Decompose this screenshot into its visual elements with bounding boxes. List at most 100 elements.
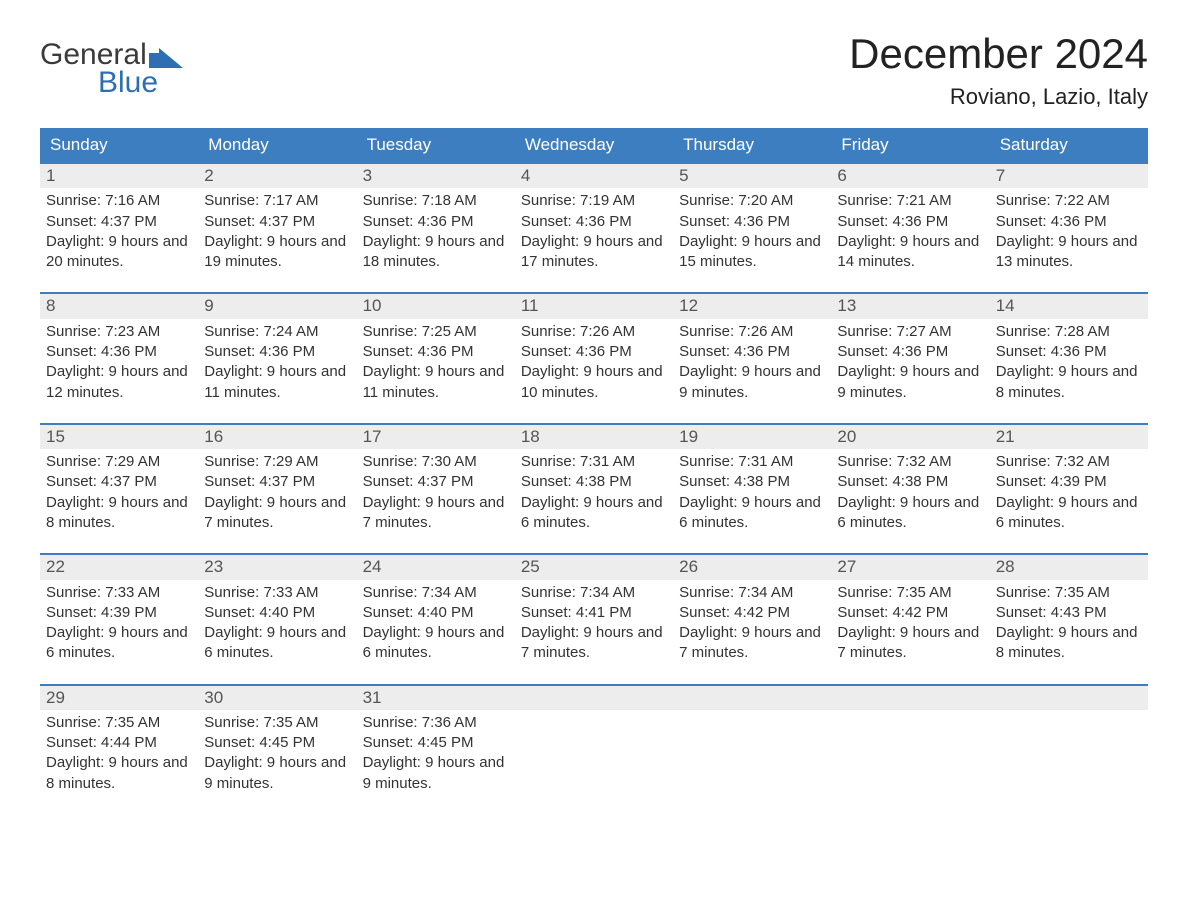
sunset-line: Sunset: 4:40 PM: [204, 603, 350, 623]
sunrise-line: Sunrise: 7:26 AM: [521, 322, 667, 342]
daylight-line: Daylight: 9 hours and 6 minutes.: [521, 493, 667, 534]
day-cell: 2Sunrise: 7:17 AMSunset: 4:37 PMDaylight…: [198, 162, 356, 278]
dow-cell: Thursday: [673, 128, 831, 162]
day-number: 13: [831, 292, 989, 318]
sunset-line: Sunset: 4:36 PM: [837, 342, 983, 362]
day-cell: 27Sunrise: 7:35 AMSunset: 4:42 PMDayligh…: [831, 553, 989, 669]
day-body: Sunrise: 7:29 AMSunset: 4:37 PMDaylight:…: [40, 449, 198, 539]
sunset-line: Sunset: 4:45 PM: [204, 733, 350, 753]
sunrise-line: Sunrise: 7:29 AM: [46, 452, 192, 472]
day-body: Sunrise: 7:26 AMSunset: 4:36 PMDaylight:…: [515, 319, 673, 409]
sunset-line: Sunset: 4:38 PM: [521, 472, 667, 492]
day-cell: 4Sunrise: 7:19 AMSunset: 4:36 PMDaylight…: [515, 162, 673, 278]
day-cell: 22Sunrise: 7:33 AMSunset: 4:39 PMDayligh…: [40, 553, 198, 669]
sunrise-line: Sunrise: 7:31 AM: [521, 452, 667, 472]
day-cell: 17Sunrise: 7:30 AMSunset: 4:37 PMDayligh…: [357, 423, 515, 539]
week-row: 22Sunrise: 7:33 AMSunset: 4:39 PMDayligh…: [40, 553, 1148, 669]
day-cell: [673, 684, 831, 800]
day-cell: 10Sunrise: 7:25 AMSunset: 4:36 PMDayligh…: [357, 292, 515, 408]
daylight-line: Daylight: 9 hours and 8 minutes.: [996, 362, 1142, 403]
day-body: Sunrise: 7:22 AMSunset: 4:36 PMDaylight:…: [990, 188, 1148, 278]
day-number: 9: [198, 292, 356, 318]
daylight-line: Daylight: 9 hours and 6 minutes.: [996, 493, 1142, 534]
sunrise-line: Sunrise: 7:35 AM: [204, 713, 350, 733]
sunrise-line: Sunrise: 7:33 AM: [204, 583, 350, 603]
sunrise-line: Sunrise: 7:17 AM: [204, 191, 350, 211]
sunrise-line: Sunrise: 7:35 AM: [46, 713, 192, 733]
day-number: 15: [40, 423, 198, 449]
sunset-line: Sunset: 4:36 PM: [521, 342, 667, 362]
sunrise-line: Sunrise: 7:27 AM: [837, 322, 983, 342]
sunrise-line: Sunrise: 7:21 AM: [837, 191, 983, 211]
sunrise-line: Sunrise: 7:24 AM: [204, 322, 350, 342]
daylight-line: Daylight: 9 hours and 18 minutes.: [363, 232, 509, 273]
day-cell: 28Sunrise: 7:35 AMSunset: 4:43 PMDayligh…: [990, 553, 1148, 669]
title-block: December 2024 Roviano, Lazio, Italy: [849, 30, 1148, 110]
day-body: Sunrise: 7:20 AMSunset: 4:36 PMDaylight:…: [673, 188, 831, 278]
location: Roviano, Lazio, Italy: [849, 84, 1148, 110]
calendar: SundayMondayTuesdayWednesdayThursdayFrid…: [40, 128, 1148, 800]
day-body: Sunrise: 7:21 AMSunset: 4:36 PMDaylight:…: [831, 188, 989, 278]
sunset-line: Sunset: 4:36 PM: [996, 212, 1142, 232]
sunrise-line: Sunrise: 7:33 AM: [46, 583, 192, 603]
daylight-line: Daylight: 9 hours and 7 minutes.: [837, 623, 983, 664]
day-body: Sunrise: 7:26 AMSunset: 4:36 PMDaylight:…: [673, 319, 831, 409]
day-cell: 21Sunrise: 7:32 AMSunset: 4:39 PMDayligh…: [990, 423, 1148, 539]
dow-cell: Sunday: [40, 128, 198, 162]
daylight-line: Daylight: 9 hours and 6 minutes.: [837, 493, 983, 534]
day-number: 4: [515, 162, 673, 188]
day-number: 21: [990, 423, 1148, 449]
day-body: Sunrise: 7:16 AMSunset: 4:37 PMDaylight:…: [40, 188, 198, 278]
day-cell: [515, 684, 673, 800]
day-body: Sunrise: 7:24 AMSunset: 4:36 PMDaylight:…: [198, 319, 356, 409]
day-cell: 18Sunrise: 7:31 AMSunset: 4:38 PMDayligh…: [515, 423, 673, 539]
daylight-line: Daylight: 9 hours and 8 minutes.: [996, 623, 1142, 664]
day-number: 23: [198, 553, 356, 579]
day-cell: 26Sunrise: 7:34 AMSunset: 4:42 PMDayligh…: [673, 553, 831, 669]
month-title: December 2024: [849, 30, 1148, 78]
day-number: 14: [990, 292, 1148, 318]
sunset-line: Sunset: 4:36 PM: [996, 342, 1142, 362]
day-cell: 8Sunrise: 7:23 AMSunset: 4:36 PMDaylight…: [40, 292, 198, 408]
sunset-line: Sunset: 4:36 PM: [46, 342, 192, 362]
day-number: [515, 684, 673, 710]
day-body: [990, 710, 1148, 794]
day-body: [831, 710, 989, 794]
day-number: 10: [357, 292, 515, 318]
day-number: 26: [673, 553, 831, 579]
sunrise-line: Sunrise: 7:35 AM: [996, 583, 1142, 603]
daylight-line: Daylight: 9 hours and 14 minutes.: [837, 232, 983, 273]
day-body: Sunrise: 7:27 AMSunset: 4:36 PMDaylight:…: [831, 319, 989, 409]
daylight-line: Daylight: 9 hours and 19 minutes.: [204, 232, 350, 273]
dow-cell: Saturday: [990, 128, 1148, 162]
daylight-line: Daylight: 9 hours and 12 minutes.: [46, 362, 192, 403]
sunset-line: Sunset: 4:36 PM: [679, 212, 825, 232]
sunset-line: Sunset: 4:42 PM: [679, 603, 825, 623]
day-cell: 23Sunrise: 7:33 AMSunset: 4:40 PMDayligh…: [198, 553, 356, 669]
daylight-line: Daylight: 9 hours and 6 minutes.: [46, 623, 192, 664]
day-body: Sunrise: 7:30 AMSunset: 4:37 PMDaylight:…: [357, 449, 515, 539]
day-body: Sunrise: 7:34 AMSunset: 4:41 PMDaylight:…: [515, 580, 673, 670]
day-cell: 12Sunrise: 7:26 AMSunset: 4:36 PMDayligh…: [673, 292, 831, 408]
sunrise-line: Sunrise: 7:18 AM: [363, 191, 509, 211]
sunrise-line: Sunrise: 7:26 AM: [679, 322, 825, 342]
sunrise-line: Sunrise: 7:32 AM: [996, 452, 1142, 472]
day-body: Sunrise: 7:34 AMSunset: 4:40 PMDaylight:…: [357, 580, 515, 670]
day-body: Sunrise: 7:23 AMSunset: 4:36 PMDaylight:…: [40, 319, 198, 409]
day-cell: 24Sunrise: 7:34 AMSunset: 4:40 PMDayligh…: [357, 553, 515, 669]
sunrise-line: Sunrise: 7:34 AM: [521, 583, 667, 603]
sunset-line: Sunset: 4:38 PM: [837, 472, 983, 492]
day-number: 12: [673, 292, 831, 318]
sunset-line: Sunset: 4:44 PM: [46, 733, 192, 753]
day-cell: 9Sunrise: 7:24 AMSunset: 4:36 PMDaylight…: [198, 292, 356, 408]
day-body: Sunrise: 7:31 AMSunset: 4:38 PMDaylight:…: [673, 449, 831, 539]
day-number: 22: [40, 553, 198, 579]
sunset-line: Sunset: 4:36 PM: [521, 212, 667, 232]
sunset-line: Sunset: 4:36 PM: [363, 342, 509, 362]
daylight-line: Daylight: 9 hours and 8 minutes.: [46, 753, 192, 794]
day-body: Sunrise: 7:35 AMSunset: 4:42 PMDaylight:…: [831, 580, 989, 670]
sunrise-line: Sunrise: 7:29 AM: [204, 452, 350, 472]
sunset-line: Sunset: 4:45 PM: [363, 733, 509, 753]
day-body: Sunrise: 7:28 AMSunset: 4:36 PMDaylight:…: [990, 319, 1148, 409]
day-cell: 19Sunrise: 7:31 AMSunset: 4:38 PMDayligh…: [673, 423, 831, 539]
